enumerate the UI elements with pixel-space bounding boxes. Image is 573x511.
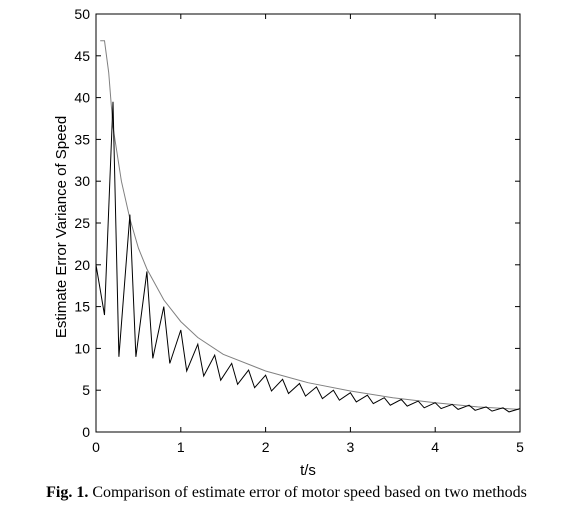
y-tick-label: 45 <box>74 48 90 64</box>
y-axis-label: Estimate Error Variance of Speed <box>53 116 70 338</box>
x-tick-label: 4 <box>431 439 439 455</box>
plot-frame <box>95 13 521 433</box>
x-tick-label: 5 <box>516 439 524 455</box>
y-tick-label: 25 <box>74 215 90 231</box>
y-tick-label: 50 <box>74 6 90 22</box>
x-tick-label: 3 <box>347 439 355 455</box>
x-tick-label: 0 <box>92 439 100 455</box>
y-tick-label: 15 <box>74 299 90 315</box>
y-tick-label: 0 <box>82 424 90 440</box>
x-tick-label: 1 <box>177 439 185 455</box>
y-tick-label: 30 <box>74 173 90 189</box>
series-line-smooth <box>100 40 521 410</box>
x-axis-label: t/s <box>300 462 316 479</box>
figure-caption: Fig. 1. Comparison of estimate error of … <box>0 484 573 502</box>
y-tick-label: 35 <box>74 131 90 147</box>
y-tick-label: 10 <box>74 340 90 356</box>
x-tick-label: 2 <box>262 439 270 455</box>
y-tick-label: 5 <box>82 382 90 398</box>
figure-caption-label: Fig. 1. <box>46 484 89 501</box>
figure-caption-text: Comparison of estimate error of motor sp… <box>92 484 527 501</box>
y-tick-label: 20 <box>74 257 90 273</box>
y-tick-label: 40 <box>74 90 90 106</box>
series-line-sawtooth <box>95 101 521 413</box>
